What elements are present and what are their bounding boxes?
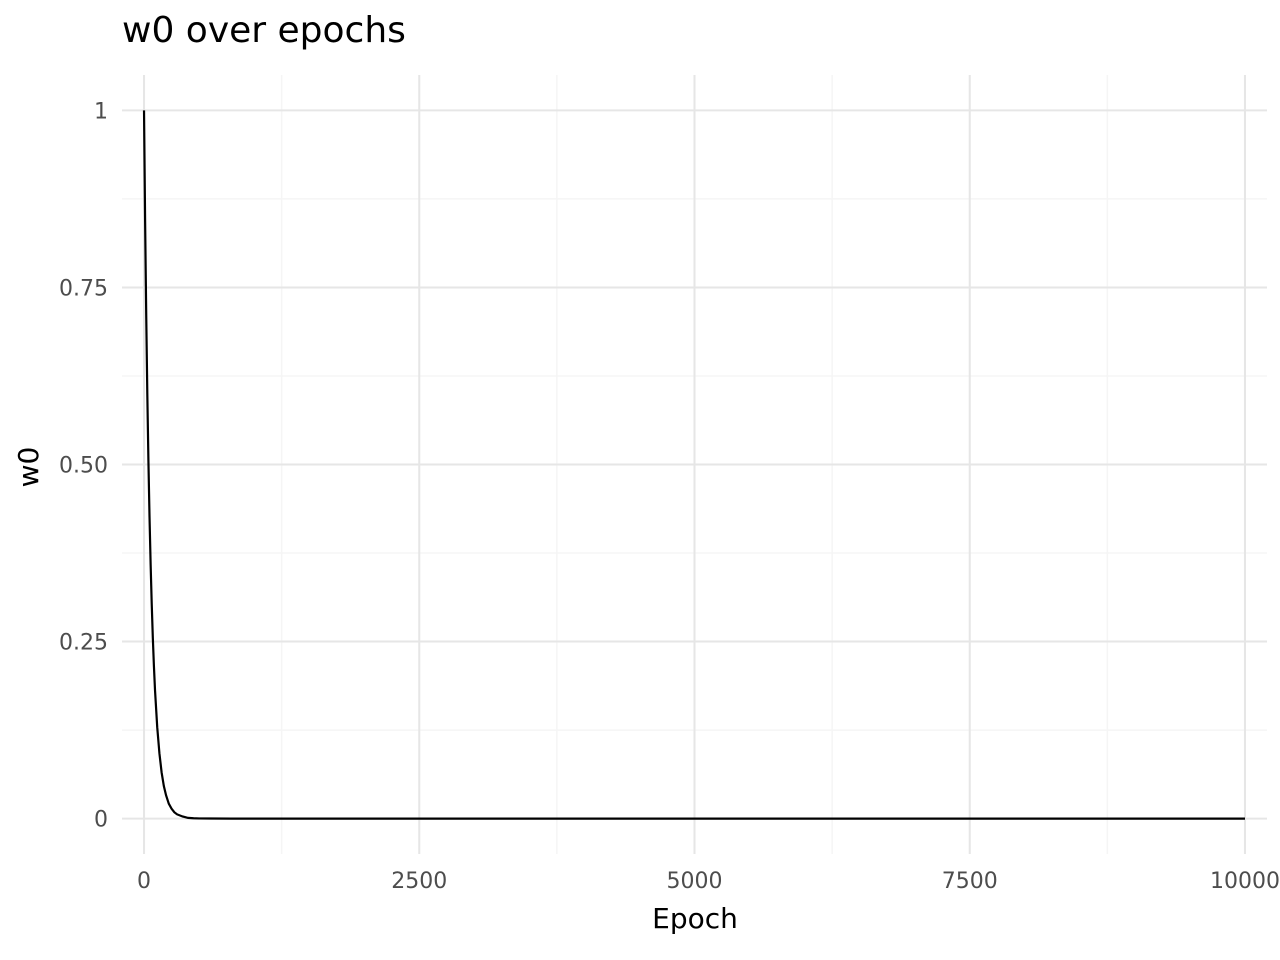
x-axis-title: Epoch [652, 902, 738, 935]
x-tick-label-4: 10000 [1210, 869, 1280, 894]
y-tick-label-0: 0 [94, 808, 108, 833]
y-tick-label-4: 1 [94, 99, 108, 124]
y-tick-label-2: 0.50 [59, 454, 108, 479]
x-axis-ticks: 0 2500 5000 7500 10000 [137, 869, 1280, 894]
y-tick-label-3: 0.75 [59, 276, 108, 301]
y-tick-label-1: 0.25 [59, 631, 108, 656]
y-axis-title: w0 [12, 447, 45, 488]
y-axis-ticks: 0 0.25 0.50 0.75 1 [59, 99, 108, 832]
series-layer [142, 110, 1245, 820]
series-line-0 [142, 110, 1245, 820]
x-tick-label-2: 5000 [667, 869, 723, 894]
chart-title: w0 over epochs [122, 10, 406, 51]
x-tick-label-1: 2500 [391, 869, 447, 894]
major-gridlines [122, 75, 1267, 854]
x-tick-label-3: 7500 [942, 869, 998, 894]
x-tick-label-0: 0 [137, 869, 151, 894]
